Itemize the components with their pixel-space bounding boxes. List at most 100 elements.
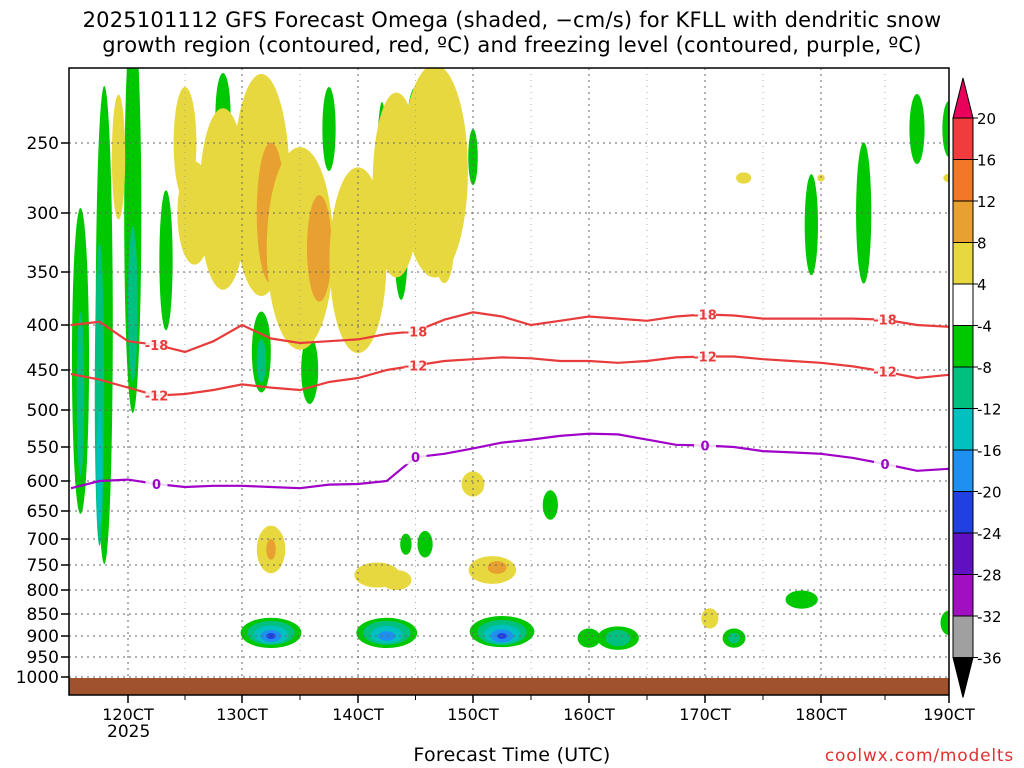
contour-label-bg [145, 387, 168, 403]
contour-label-bg [145, 476, 168, 491]
omega-blob [256, 339, 267, 383]
colorbar-label: -24 [977, 525, 1002, 543]
y-tick-label: 500 [27, 401, 59, 421]
contour-label-bg [874, 311, 896, 327]
y-tick-label: 250 [27, 134, 59, 154]
contour-label: -12 [693, 351, 717, 366]
colorbar: 20 16 12 8 4 -4 -8 -12 -16 -20 -24 -28 -32 -36 [952, 77, 1002, 698]
chart-title-line-1: 2025101112 GFS Forecast Omega (shaded, −… [82, 8, 942, 32]
contour-label: -12 [145, 390, 169, 405]
chart-title-line-2: growth region (contoured, red, ºC) and f… [102, 33, 922, 57]
y-axis: 2503003504004505005506006507007508008509… [16, 134, 69, 688]
contour-label: -18 [145, 339, 169, 354]
omega-blob [417, 530, 433, 558]
omega-blob [378, 631, 396, 641]
y-tick-label: 900 [27, 627, 59, 647]
colorbar-label: -8 [977, 359, 992, 377]
omega-blob [736, 172, 752, 184]
omega-blob [322, 87, 336, 171]
colorbar-bottom-arrow [952, 657, 974, 698]
y-tick-label: 600 [27, 472, 59, 492]
x-axis-year-label: 2025 [107, 722, 151, 742]
credit-link[interactable]: coolwx.com/modelts [824, 746, 1014, 766]
colorbar-swatch [952, 366, 974, 409]
contour-label: -18 [404, 325, 428, 340]
contour-label-bg [874, 456, 896, 471]
x-tick-label: 160CT [563, 705, 615, 724]
omega-blob [942, 101, 949, 157]
colorbar-swatch [952, 615, 974, 658]
x-tick-label: 120CT [102, 705, 154, 724]
x-tick-label: 180CT [795, 705, 847, 724]
omega-blob [468, 129, 478, 185]
omega-blob [542, 490, 558, 520]
x-axis-title: Forecast Time (UTC) [413, 744, 611, 766]
contour-label-bg [874, 363, 896, 379]
y-tick-label: 800 [27, 581, 59, 601]
contour-label: -12 [404, 360, 428, 375]
contour-label: -12 [873, 366, 897, 381]
y-tick-label: 850 [27, 605, 59, 625]
ground-surface [69, 678, 949, 695]
gridlines [69, 68, 949, 695]
omega-blob [940, 610, 949, 636]
x-tick-label: 140CT [332, 705, 384, 724]
colorbar-swatch [952, 242, 974, 285]
omega-blob [943, 173, 949, 183]
colorbar-swatch [952, 200, 974, 243]
colorbar-swatch [952, 325, 974, 368]
contour-label: 0 [152, 478, 161, 493]
colorbar-label: 20 [977, 110, 996, 128]
omega-blob [128, 226, 138, 382]
colorbar-label: -4 [977, 318, 992, 336]
colorbar-swatch [952, 449, 974, 492]
y-tick-label: 550 [27, 438, 59, 458]
omega-blob [111, 94, 126, 220]
colorbar-swatch [952, 574, 974, 617]
contour-line [70, 432, 949, 490]
y-tick-label: 400 [27, 316, 59, 336]
y-tick-label: 300 [27, 204, 59, 224]
contour-label: 0 [700, 440, 709, 455]
colorbar-swatch [952, 491, 974, 534]
colorbar-swatch [952, 117, 974, 160]
colorbar-label: 4 [977, 276, 987, 294]
colorbar-swatch [952, 532, 974, 575]
omega-blob [785, 590, 818, 609]
y-tick-label: 650 [27, 502, 59, 522]
contour-label: 0 [880, 458, 889, 473]
contour-label: 0 [411, 451, 420, 466]
omega-blob [487, 561, 507, 574]
contour-label-bg [145, 336, 168, 352]
contour-label-bg [694, 348, 716, 364]
omega-blob [381, 570, 412, 590]
colorbar-label: 12 [977, 193, 996, 211]
omega-blob [266, 632, 276, 640]
omega-blob [400, 533, 412, 555]
omega-blob [159, 190, 173, 331]
colorbar-label: -20 [977, 484, 1002, 502]
omega-shading [71, 68, 949, 650]
y-tick-label: 700 [27, 530, 59, 550]
colorbar-label: 8 [977, 235, 987, 253]
x-tick-label: 130CT [216, 705, 268, 724]
y-tick-label: 450 [27, 361, 59, 381]
colorbar-label: -16 [977, 442, 1002, 460]
x-tick-label: 150CT [447, 705, 499, 724]
y-tick-label: 750 [27, 556, 59, 576]
plot-frame [68, 67, 950, 696]
omega-blob [266, 539, 276, 560]
colorbar-label: -36 [977, 650, 1002, 668]
contour-label-bg [694, 306, 716, 322]
contour-line [70, 355, 949, 397]
omega-blob [804, 174, 818, 276]
colorbar-swatch [952, 159, 974, 202]
omega-blob [96, 407, 103, 528]
x-axis: 120CT 130CT 140CT 150CT 160CT 170CT 180CT 190CT [102, 695, 975, 724]
omega-blob [401, 68, 468, 278]
colorbar-label: -32 [977, 608, 1002, 626]
contour-label: -18 [693, 308, 717, 323]
x-tick-label: 190CT [923, 705, 975, 724]
omega-blob [306, 195, 332, 302]
